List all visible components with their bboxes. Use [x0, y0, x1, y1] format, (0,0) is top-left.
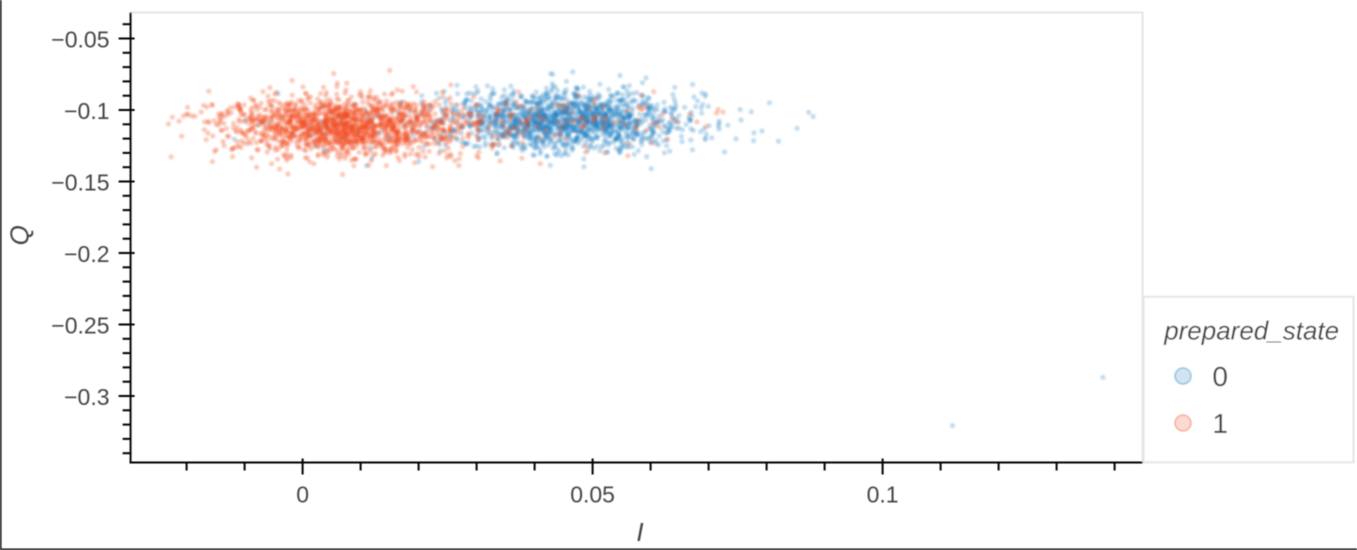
svg-text:−0.15: −0.15 [51, 170, 109, 196]
svg-text:−0.05: −0.05 [51, 27, 109, 53]
svg-text:I: I [636, 517, 643, 547]
svg-text:prepared_state: prepared_state [1163, 316, 1339, 346]
svg-text:−0.3: −0.3 [64, 384, 109, 410]
svg-text:0.05: 0.05 [570, 481, 615, 507]
svg-text:0: 0 [296, 481, 309, 507]
svg-text:−0.1: −0.1 [64, 98, 109, 124]
svg-text:0.1: 0.1 [867, 481, 899, 507]
svg-text:Q: Q [5, 225, 35, 245]
svg-text:−0.2: −0.2 [64, 241, 109, 267]
svg-text:1: 1 [1212, 408, 1228, 439]
svg-text:0: 0 [1212, 361, 1228, 392]
svg-text:−0.25: −0.25 [51, 313, 109, 339]
